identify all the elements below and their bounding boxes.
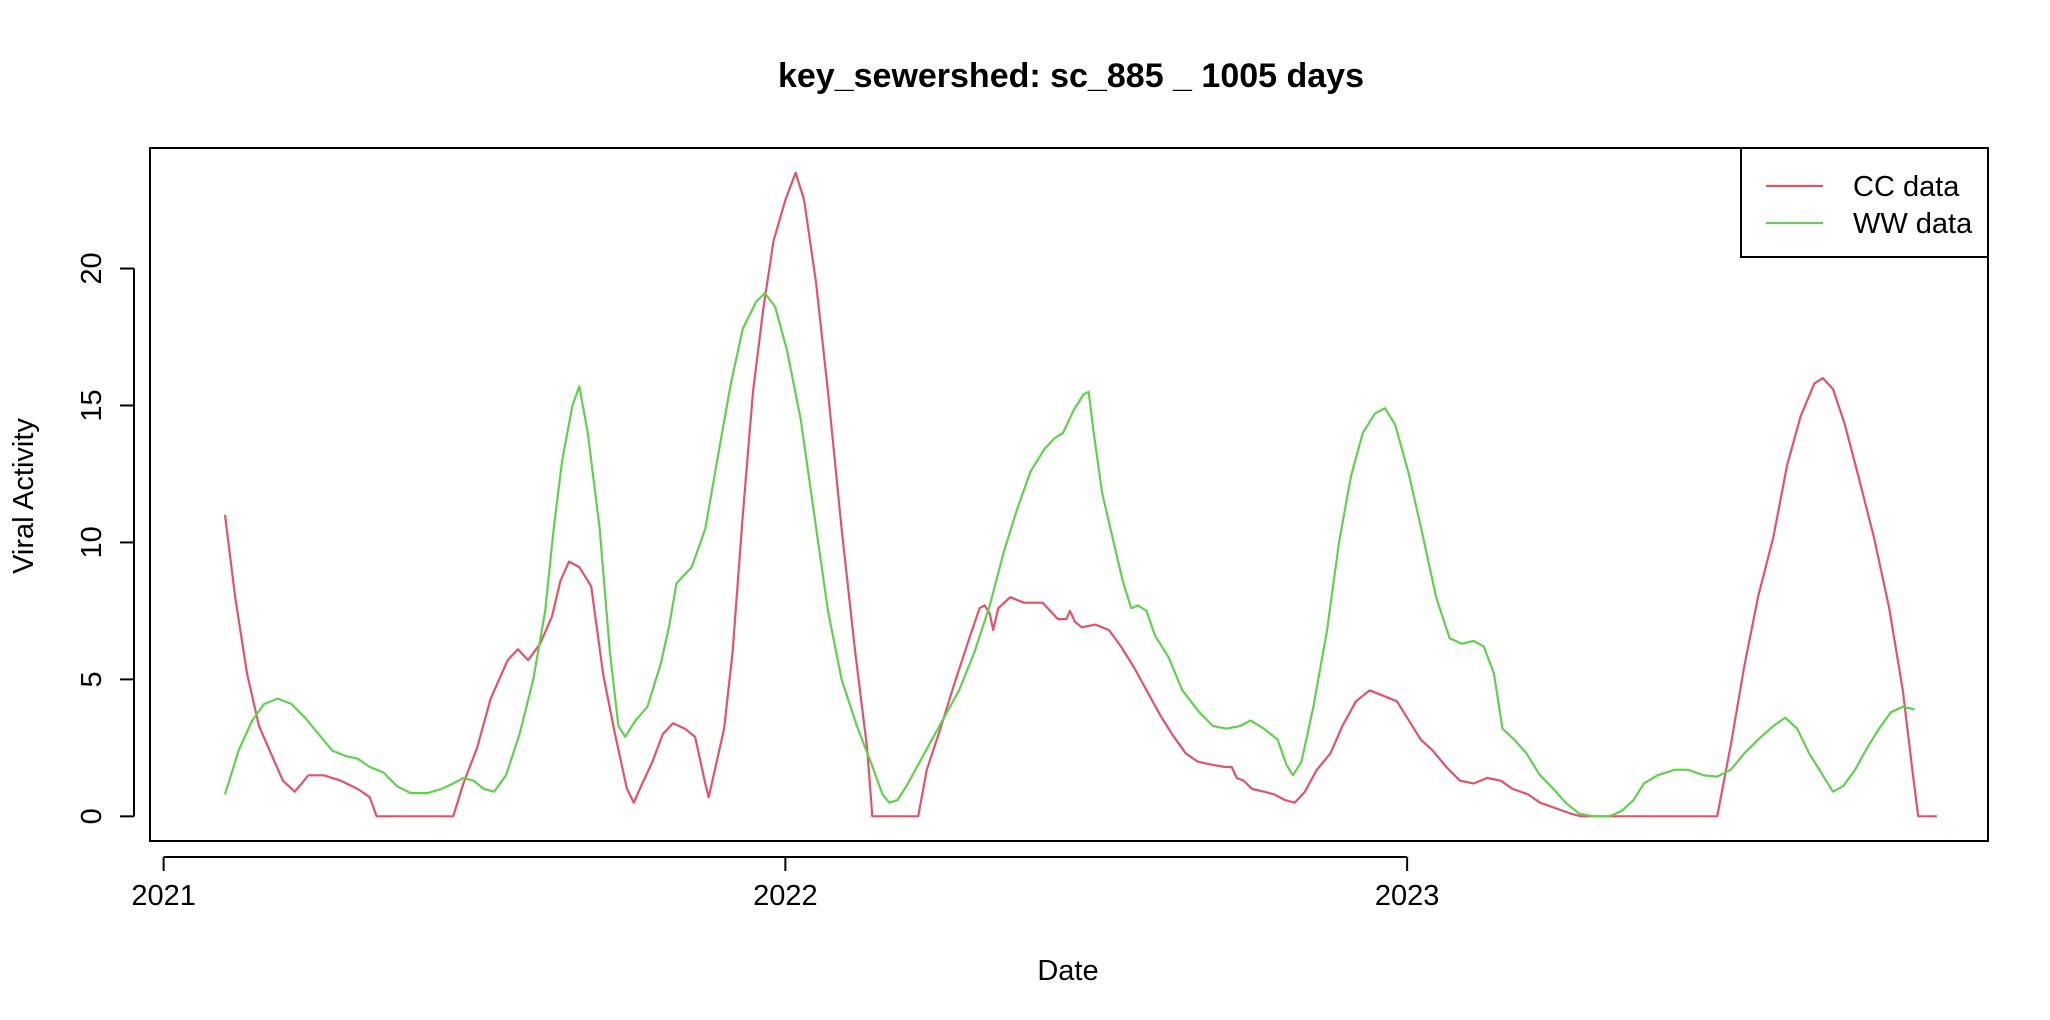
y-tick-label: 0 <box>76 808 108 824</box>
x-tick-label: 2021 <box>131 880 196 912</box>
x-axis-label: Date <box>1037 955 1098 987</box>
y-tick-label: 5 <box>76 671 108 687</box>
legend-label: CC data <box>1853 171 1960 203</box>
y-axis: 0 5 10 15 20 <box>76 252 135 824</box>
chart-title: key_sewershed: sc_885 _ 1005 days <box>778 57 1364 95</box>
y-axis-label: Viral Activity <box>8 418 40 574</box>
legend: CC data WW data <box>1740 147 1989 258</box>
series-line-ww-data <box>223 292 1916 818</box>
x-axis: 2021 2022 2023 <box>131 856 1440 912</box>
x-tick-label: 2022 <box>753 880 818 912</box>
legend-label: WW data <box>1853 208 1973 240</box>
series-layer <box>223 171 1937 818</box>
legend-box <box>1740 147 1989 258</box>
y-tick-label: 20 <box>76 252 108 284</box>
legend-items: CC data WW data <box>1766 171 1973 240</box>
series-line-cc-data <box>223 171 1937 818</box>
y-tick-label: 15 <box>76 389 108 421</box>
x-tick-label: 2023 <box>1375 880 1440 912</box>
plot-area-frame <box>149 147 1989 842</box>
y-tick-label: 10 <box>76 526 108 558</box>
